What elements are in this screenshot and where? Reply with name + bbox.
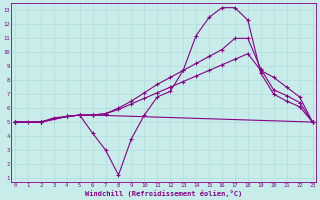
X-axis label: Windchill (Refroidissement éolien,°C): Windchill (Refroidissement éolien,°C) xyxy=(85,190,242,197)
